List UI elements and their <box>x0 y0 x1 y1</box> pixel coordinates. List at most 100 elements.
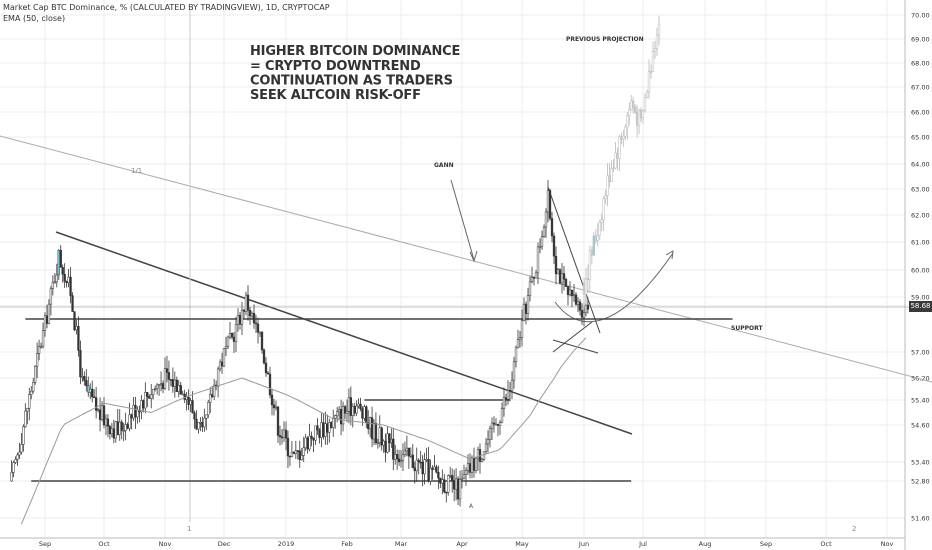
candle <box>264 362 268 374</box>
candle <box>146 392 149 397</box>
candle <box>292 451 296 454</box>
candle <box>177 385 180 392</box>
candle <box>286 437 290 457</box>
candle <box>328 422 331 433</box>
candle <box>32 382 35 392</box>
x-tick-label: Sep <box>39 540 51 548</box>
candle <box>89 388 92 393</box>
candle <box>468 463 472 473</box>
candle <box>397 458 401 463</box>
candle <box>242 309 246 312</box>
candle <box>71 295 74 312</box>
y-tick-label: 55.40 <box>911 397 930 405</box>
candle <box>110 428 114 435</box>
candle <box>240 309 244 325</box>
candle <box>234 323 238 342</box>
candle <box>16 454 19 460</box>
candle <box>320 422 323 438</box>
candle <box>34 365 37 383</box>
candle <box>226 336 230 347</box>
candle <box>322 422 325 437</box>
candle <box>35 353 39 367</box>
projection-arrowhead <box>665 250 674 260</box>
candle <box>372 422 376 440</box>
candle <box>622 135 625 140</box>
candle <box>594 235 597 241</box>
candle <box>272 404 276 409</box>
candle <box>653 48 657 52</box>
x-tick-label: 2019 <box>278 540 295 548</box>
candle <box>128 414 131 429</box>
candle <box>353 406 356 414</box>
candle <box>496 423 500 426</box>
candle <box>310 435 313 439</box>
candle <box>608 175 611 182</box>
candle <box>456 478 460 500</box>
candle <box>564 279 568 287</box>
candle <box>10 472 13 482</box>
indicator-legend[interactable]: EMA (50, close) <box>3 14 66 23</box>
candle <box>337 409 341 413</box>
ema-line <box>20 337 587 525</box>
candle <box>365 406 368 423</box>
candle <box>24 410 27 427</box>
candle <box>534 272 538 279</box>
candle <box>500 408 504 423</box>
candle <box>197 422 200 430</box>
x-tick-label: Oct <box>98 540 110 548</box>
candle <box>339 409 343 425</box>
candle <box>584 278 588 295</box>
candle <box>61 267 64 275</box>
marker-2-label: 2 <box>852 525 856 533</box>
candle <box>572 294 576 297</box>
y-tick-label: 59.00 <box>911 294 930 302</box>
gann-fan-line <box>0 135 932 383</box>
candle <box>616 152 619 159</box>
candle <box>18 451 21 456</box>
candle <box>464 470 468 475</box>
candle <box>435 466 438 473</box>
candle <box>637 109 641 126</box>
candle <box>618 136 621 159</box>
candle <box>94 397 98 411</box>
candle <box>343 406 347 414</box>
candle <box>639 109 643 118</box>
gann-arrow <box>450 179 475 261</box>
candle <box>447 475 450 493</box>
candle <box>460 477 464 480</box>
candle <box>41 330 45 347</box>
candle <box>633 106 637 113</box>
candle <box>207 401 210 416</box>
candle <box>336 411 339 416</box>
candle <box>411 454 414 469</box>
headline-annotation: HIGHER BITCOIN DOMINANCE = CRYPTO DOWNTR… <box>250 44 460 104</box>
candle <box>429 467 432 482</box>
headline-line: CONTINUATION AS TRADERS <box>250 72 453 89</box>
y-tick-label: 62.00 <box>911 212 930 220</box>
candle <box>374 422 378 443</box>
candle <box>480 458 484 462</box>
candle <box>203 418 206 428</box>
y-axis: 70.00 69.00 68.00 67.00 66.00 65.00 64.00 63.00… <box>911 12 930 523</box>
candle <box>651 51 655 72</box>
candle <box>370 417 374 440</box>
candle <box>236 315 240 325</box>
support-label: SUPPORT <box>731 325 763 332</box>
y-tick-label: 52.80 <box>911 478 930 486</box>
marker-1-label: 1 <box>187 525 191 533</box>
candle <box>566 286 570 296</box>
candle <box>75 326 78 331</box>
candle <box>302 447 305 456</box>
candle <box>417 459 420 463</box>
candle <box>87 385 90 393</box>
candle <box>392 438 395 460</box>
candle <box>582 312 586 318</box>
y-tick-label: 64.00 <box>911 161 930 169</box>
x-tick-label: Jul <box>638 540 647 548</box>
candle <box>582 283 586 295</box>
candle <box>306 437 309 450</box>
candle <box>516 339 520 349</box>
candle <box>598 221 601 236</box>
candle <box>425 459 428 461</box>
